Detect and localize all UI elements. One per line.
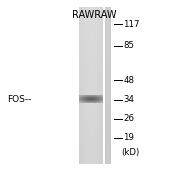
Text: 26: 26	[123, 114, 134, 123]
Text: 85: 85	[123, 41, 134, 50]
Text: FOS--: FOS--	[7, 95, 31, 104]
Text: (kD): (kD)	[122, 148, 140, 158]
Text: 48: 48	[123, 76, 134, 85]
Text: 19: 19	[123, 133, 134, 142]
Text: 34: 34	[123, 95, 134, 104]
Text: 117: 117	[123, 20, 140, 29]
Text: RAWRAW: RAWRAW	[72, 10, 117, 20]
